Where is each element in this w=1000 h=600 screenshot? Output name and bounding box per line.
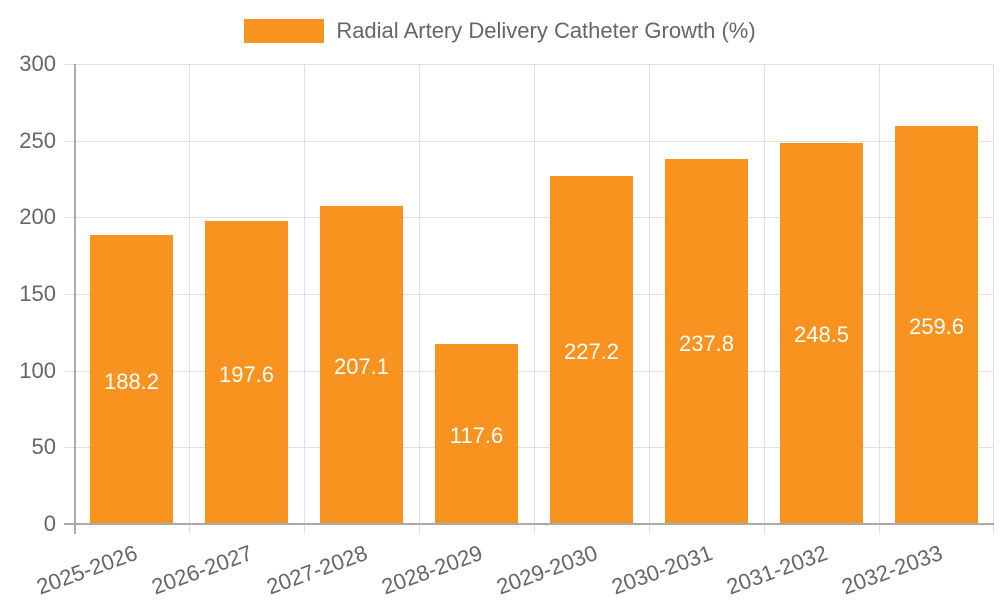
- y-tick-label: 0: [43, 511, 56, 536]
- legend-label: Radial Artery Delivery Catheter Growth (…: [336, 18, 756, 43]
- bar[interactable]: 117.6: [435, 343, 518, 524]
- x-tick-label: 2027-2028: [263, 540, 371, 600]
- bar[interactable]: 188.2: [90, 235, 173, 524]
- gridline: [419, 64, 420, 534]
- bar[interactable]: 248.5: [780, 142, 863, 524]
- legend-swatch: [244, 19, 325, 43]
- x-tick-label: 2032-2033: [838, 540, 946, 600]
- x-tick-label: 2030-2031: [608, 540, 716, 600]
- gridline: [64, 217, 994, 218]
- bar[interactable]: 227.2: [550, 175, 633, 524]
- gridline: [534, 64, 535, 534]
- y-tick-label: 100: [19, 358, 56, 383]
- bar-value-label: 188.2: [103, 368, 160, 394]
- x-tick-label: 2029-2030: [493, 540, 601, 600]
- bar-value-label: 248.5: [793, 322, 850, 348]
- y-tick-label: 200: [19, 204, 56, 229]
- gridline: [64, 371, 994, 372]
- gridline: [649, 64, 650, 534]
- x-tick-label: 2026-2027: [148, 540, 256, 600]
- x-tick-label: 2031-2032: [723, 540, 831, 600]
- bar-value-label: 117.6: [449, 422, 504, 448]
- x-axis-line: [64, 523, 994, 525]
- gridline: [879, 64, 880, 534]
- bar-value-label: 237.8: [678, 330, 735, 356]
- bar[interactable]: 237.8: [665, 159, 748, 524]
- y-axis-line: [74, 64, 76, 534]
- gridline: [189, 64, 190, 534]
- bar-value-label: 197.6: [218, 361, 275, 387]
- x-tick-label: 2028-2029: [378, 540, 486, 600]
- bar[interactable]: 197.6: [205, 221, 288, 524]
- bar[interactable]: 207.1: [320, 206, 403, 524]
- gridline: [993, 64, 994, 534]
- bar[interactable]: 259.6: [895, 125, 978, 524]
- plot-area: 300 250 200 150 100 50 0 188.2 197.6 207…: [19, 53, 994, 599]
- legend[interactable]: Radial Artery Delivery Catheter Growth (…: [0, 18, 1000, 44]
- gridline: [64, 141, 994, 142]
- x-tick-label: 2025-2026: [33, 540, 141, 600]
- y-tick-label: 300: [19, 51, 56, 76]
- gridline: [64, 447, 994, 448]
- gridline: [304, 64, 305, 534]
- gridline: [64, 64, 994, 65]
- bar-value-label: 259.6: [908, 313, 965, 339]
- bar-value-label: 207.1: [333, 354, 390, 380]
- bar-value-label: 227.2: [563, 338, 620, 364]
- gridline: [64, 294, 994, 295]
- y-tick-label: 50: [31, 434, 56, 459]
- y-tick-label: 250: [19, 128, 56, 153]
- y-tick-label: 150: [19, 281, 56, 306]
- gridline: [764, 64, 765, 534]
